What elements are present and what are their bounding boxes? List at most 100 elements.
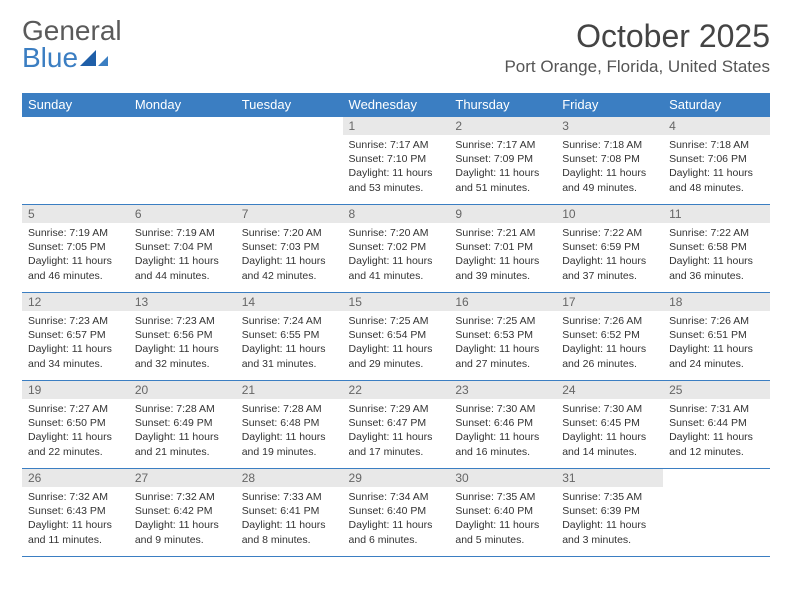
sunrise-text: Sunrise: 7:17 AM [455,138,550,152]
day-info: Sunrise: 7:28 AMSunset: 6:49 PMDaylight:… [129,399,236,463]
day-number: 3 [556,117,663,135]
day-number: 8 [343,205,450,223]
daylight-text: Daylight: 11 hours and 53 minutes. [349,166,444,194]
day-info: Sunrise: 7:29 AMSunset: 6:47 PMDaylight:… [343,399,450,463]
sunset-text: Sunset: 6:50 PM [28,416,123,430]
day-info: Sunrise: 7:17 AMSunset: 7:09 PMDaylight:… [449,135,556,199]
sunrise-text: Sunrise: 7:21 AM [455,226,550,240]
sunset-text: Sunset: 6:40 PM [349,504,444,518]
daylight-text: Daylight: 11 hours and 14 minutes. [562,430,657,458]
sunset-text: Sunset: 6:41 PM [242,504,337,518]
daylight-text: Daylight: 11 hours and 32 minutes. [135,342,230,370]
sunset-text: Sunset: 6:40 PM [455,504,550,518]
day-info: Sunrise: 7:34 AMSunset: 6:40 PMDaylight:… [343,487,450,551]
day-info: Sunrise: 7:28 AMSunset: 6:48 PMDaylight:… [236,399,343,463]
sunrise-text: Sunrise: 7:19 AM [28,226,123,240]
calendar-cell: 27Sunrise: 7:32 AMSunset: 6:42 PMDayligh… [129,469,236,557]
sunrise-text: Sunrise: 7:22 AM [669,226,764,240]
day-number: 19 [22,381,129,399]
day-info: Sunrise: 7:25 AMSunset: 6:53 PMDaylight:… [449,311,556,375]
sunrise-text: Sunrise: 7:29 AM [349,402,444,416]
daylight-text: Daylight: 11 hours and 12 minutes. [669,430,764,458]
day-number: 6 [129,205,236,223]
day-number: 31 [556,469,663,487]
sunset-text: Sunset: 6:58 PM [669,240,764,254]
sunset-text: Sunset: 6:56 PM [135,328,230,342]
sunrise-text: Sunrise: 7:32 AM [28,490,123,504]
daylight-text: Daylight: 11 hours and 24 minutes. [669,342,764,370]
calendar-cell: 31Sunrise: 7:35 AMSunset: 6:39 PMDayligh… [556,469,663,557]
calendar-cell: 17Sunrise: 7:26 AMSunset: 6:52 PMDayligh… [556,293,663,381]
daylight-text: Daylight: 11 hours and 34 minutes. [28,342,123,370]
daylight-text: Daylight: 11 hours and 37 minutes. [562,254,657,282]
day-info: Sunrise: 7:20 AMSunset: 7:02 PMDaylight:… [343,223,450,287]
day-info: Sunrise: 7:23 AMSunset: 6:56 PMDaylight:… [129,311,236,375]
calendar-cell [663,469,770,557]
day-number: 11 [663,205,770,223]
weekday-header: Tuesday [236,93,343,117]
day-number: 30 [449,469,556,487]
weekday-header: Sunday [22,93,129,117]
daylight-text: Daylight: 11 hours and 44 minutes. [135,254,230,282]
day-number: 26 [22,469,129,487]
sunset-text: Sunset: 7:08 PM [562,152,657,166]
sunrise-text: Sunrise: 7:22 AM [562,226,657,240]
calendar-cell: 10Sunrise: 7:22 AMSunset: 6:59 PMDayligh… [556,205,663,293]
sunset-text: Sunset: 6:39 PM [562,504,657,518]
sunrise-text: Sunrise: 7:32 AM [135,490,230,504]
daylight-text: Daylight: 11 hours and 17 minutes. [349,430,444,458]
sunset-text: Sunset: 6:59 PM [562,240,657,254]
calendar-cell [129,117,236,205]
weekday-header: Wednesday [343,93,450,117]
weekday-header: Monday [129,93,236,117]
day-info: Sunrise: 7:27 AMSunset: 6:50 PMDaylight:… [22,399,129,463]
sunset-text: Sunset: 6:55 PM [242,328,337,342]
daylight-text: Daylight: 11 hours and 9 minutes. [135,518,230,546]
calendar-cell: 13Sunrise: 7:23 AMSunset: 6:56 PMDayligh… [129,293,236,381]
calendar-cell: 2Sunrise: 7:17 AMSunset: 7:09 PMDaylight… [449,117,556,205]
day-number: 27 [129,469,236,487]
day-info: Sunrise: 7:35 AMSunset: 6:40 PMDaylight:… [449,487,556,551]
calendar-cell: 9Sunrise: 7:21 AMSunset: 7:01 PMDaylight… [449,205,556,293]
calendar-cell: 12Sunrise: 7:23 AMSunset: 6:57 PMDayligh… [22,293,129,381]
sunset-text: Sunset: 6:53 PM [455,328,550,342]
location: Port Orange, Florida, United States [504,57,770,77]
daylight-text: Daylight: 11 hours and 6 minutes. [349,518,444,546]
logo-text-block: General Blue [22,18,122,71]
day-number: 18 [663,293,770,311]
sunset-text: Sunset: 6:51 PM [669,328,764,342]
day-info: Sunrise: 7:31 AMSunset: 6:44 PMDaylight:… [663,399,770,463]
title-block: October 2025 Port Orange, Florida, Unite… [504,18,770,77]
sunrise-text: Sunrise: 7:28 AM [242,402,337,416]
sunrise-text: Sunrise: 7:26 AM [562,314,657,328]
day-info: Sunrise: 7:26 AMSunset: 6:52 PMDaylight:… [556,311,663,375]
sunrise-text: Sunrise: 7:30 AM [562,402,657,416]
calendar-cell: 1Sunrise: 7:17 AMSunset: 7:10 PMDaylight… [343,117,450,205]
sunrise-text: Sunrise: 7:35 AM [562,490,657,504]
daylight-text: Daylight: 11 hours and 46 minutes. [28,254,123,282]
calendar-cell: 29Sunrise: 7:34 AMSunset: 6:40 PMDayligh… [343,469,450,557]
day-info: Sunrise: 7:17 AMSunset: 7:10 PMDaylight:… [343,135,450,199]
day-number: 14 [236,293,343,311]
daylight-text: Daylight: 11 hours and 21 minutes. [135,430,230,458]
day-number: 29 [343,469,450,487]
daylight-text: Daylight: 11 hours and 42 minutes. [242,254,337,282]
calendar-cell: 26Sunrise: 7:32 AMSunset: 6:43 PMDayligh… [22,469,129,557]
sunrise-text: Sunrise: 7:25 AM [455,314,550,328]
daylight-text: Daylight: 11 hours and 39 minutes. [455,254,550,282]
day-info: Sunrise: 7:30 AMSunset: 6:46 PMDaylight:… [449,399,556,463]
day-number: 20 [129,381,236,399]
header: General Blue October 2025 Port Orange, F… [22,18,770,77]
sunset-text: Sunset: 7:06 PM [669,152,764,166]
day-number: 15 [343,293,450,311]
daylight-text: Daylight: 11 hours and 26 minutes. [562,342,657,370]
daylight-text: Daylight: 11 hours and 27 minutes. [455,342,550,370]
calendar-cell: 23Sunrise: 7:30 AMSunset: 6:46 PMDayligh… [449,381,556,469]
sunset-text: Sunset: 7:09 PM [455,152,550,166]
day-number: 2 [449,117,556,135]
weekday-header: Saturday [663,93,770,117]
day-info: Sunrise: 7:32 AMSunset: 6:43 PMDaylight:… [22,487,129,551]
calendar-cell: 24Sunrise: 7:30 AMSunset: 6:45 PMDayligh… [556,381,663,469]
daylight-text: Daylight: 11 hours and 48 minutes. [669,166,764,194]
logo-sail-icon [78,48,110,68]
